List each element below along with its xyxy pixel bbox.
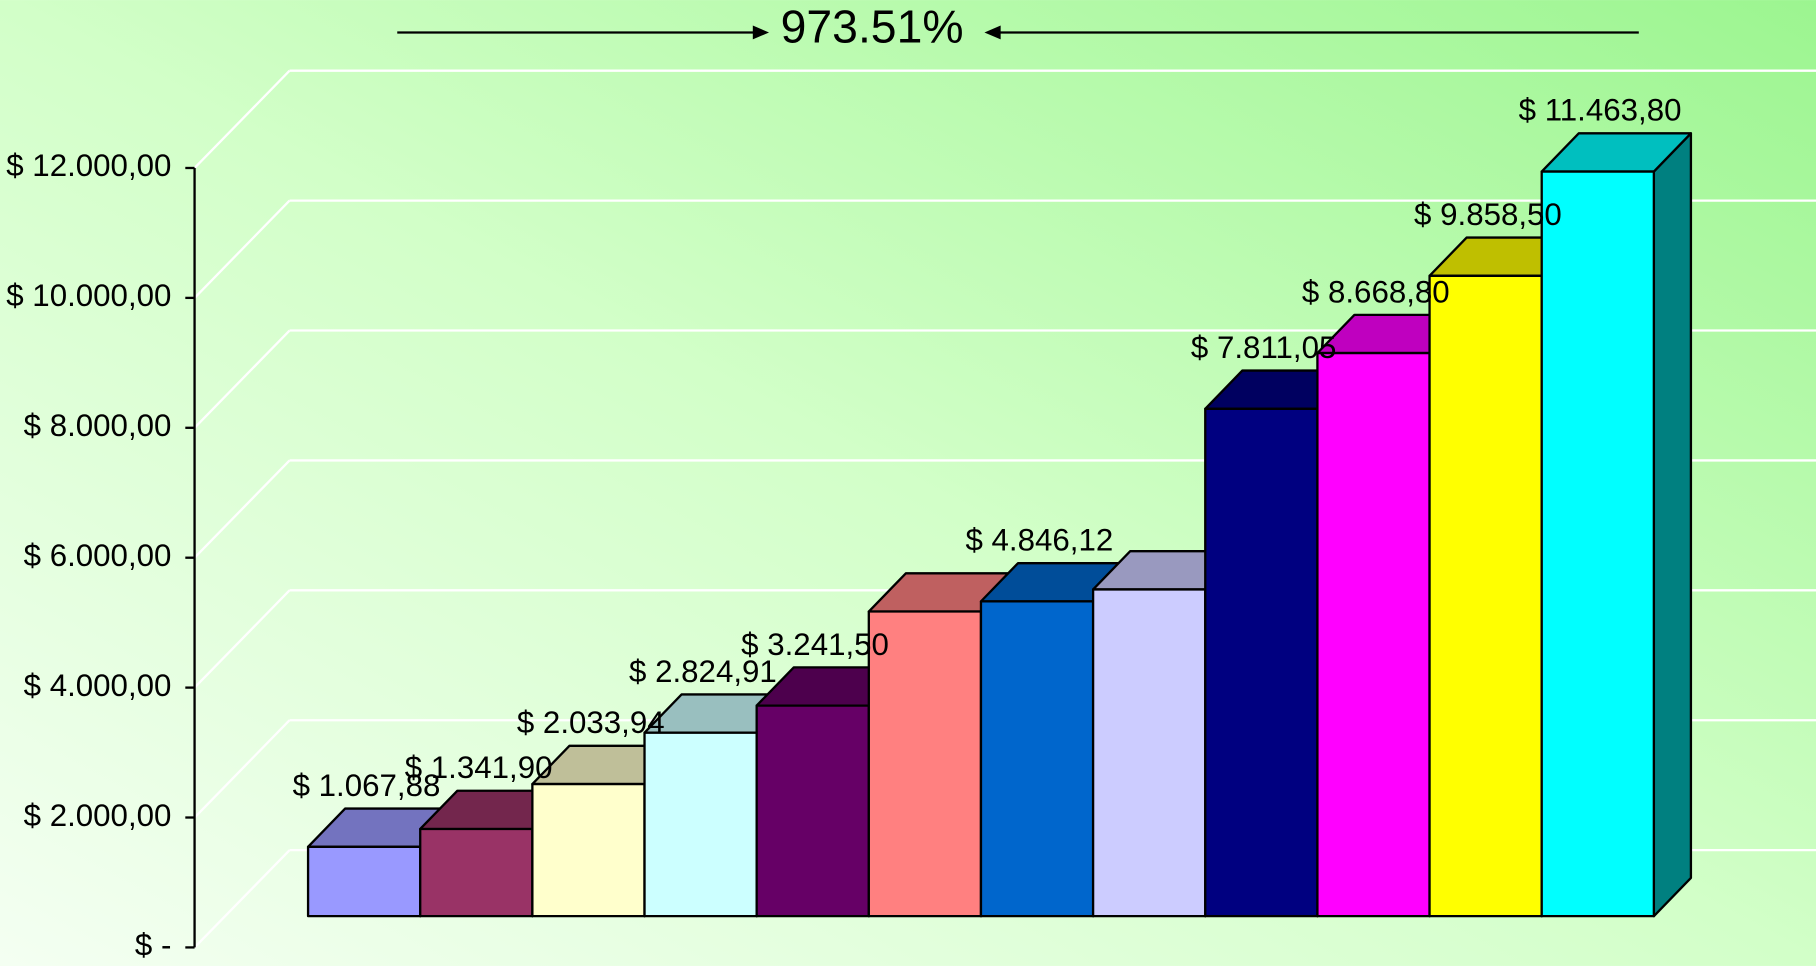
value-label: $ 1.067,88 <box>293 768 441 803</box>
bar <box>643 731 758 918</box>
y-tick-label: $ 4.000,00 <box>24 668 172 703</box>
value-label: $ 1.341,90 <box>405 750 553 785</box>
grid-line <box>193 459 291 559</box>
bar-side <box>1652 132 1693 918</box>
value-label: $ 11.463,80 <box>1519 93 1682 128</box>
chart-title: 973.51% <box>781 0 964 52</box>
value-label: $ 3.241,50 <box>741 627 889 662</box>
value-label: $ 7.811,05 <box>1191 330 1336 365</box>
grid-line <box>193 199 291 299</box>
value-label: $ 8.668,80 <box>1302 274 1450 309</box>
grid-line <box>193 329 291 429</box>
y-tick-label: $ - <box>135 928 171 963</box>
bar <box>531 782 646 918</box>
title-arrows <box>397 25 1639 40</box>
grid-line <box>193 69 291 169</box>
y-tick-label: $ 6.000,00 <box>24 538 172 573</box>
value-label: $ 9.858,50 <box>1414 197 1562 232</box>
arrow-head <box>984 25 1001 40</box>
bar <box>867 610 983 918</box>
arrow-head <box>752 25 770 40</box>
y-tick-label: $ 8.000,00 <box>24 408 172 443</box>
bar <box>1091 588 1207 918</box>
value-label: $ 2.824,91 <box>629 654 777 689</box>
value-label: $ 2.033,94 <box>517 705 665 740</box>
grid-line <box>193 589 291 689</box>
y-tick-label: $ 12.000,00 <box>6 148 171 183</box>
y-tick-label: $ 10.000,00 <box>6 278 171 313</box>
bar <box>979 600 1095 918</box>
value-label: $ 4.846,12 <box>965 523 1113 558</box>
bar <box>755 704 870 918</box>
bar <box>306 845 422 918</box>
bar <box>1316 351 1431 918</box>
grid-line <box>193 849 291 949</box>
bar <box>1204 407 1319 918</box>
grid-line <box>193 719 291 819</box>
bar <box>1540 170 1656 918</box>
bar <box>419 827 534 918</box>
bar <box>1428 274 1543 918</box>
y-tick-label: $ 2.000,00 <box>24 798 172 833</box>
